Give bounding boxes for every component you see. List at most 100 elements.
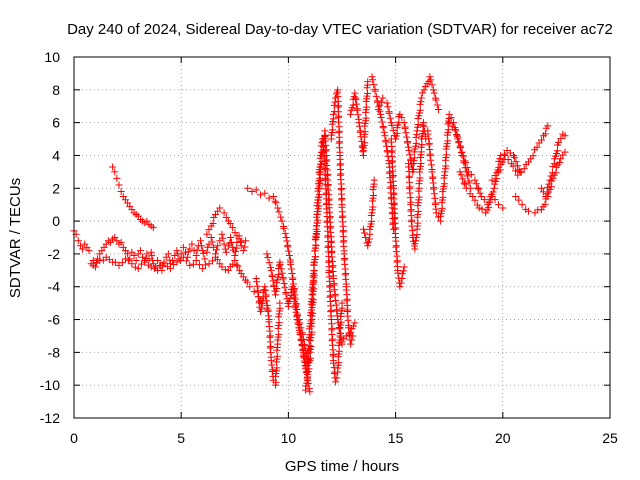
data-point bbox=[467, 171, 475, 179]
data-point bbox=[148, 252, 156, 260]
data-point bbox=[203, 248, 211, 256]
data-point bbox=[284, 243, 292, 251]
data-point bbox=[372, 92, 380, 100]
data-point bbox=[485, 204, 493, 212]
data-point bbox=[432, 209, 440, 217]
data-point bbox=[443, 151, 451, 159]
data-point bbox=[429, 179, 437, 187]
data-point bbox=[330, 359, 338, 367]
data-point bbox=[313, 228, 321, 236]
data-point bbox=[289, 275, 297, 283]
data-point bbox=[277, 213, 285, 221]
data-point bbox=[376, 107, 384, 115]
data-point bbox=[454, 133, 462, 141]
data-point bbox=[472, 180, 480, 188]
data-point bbox=[333, 374, 341, 382]
data-point bbox=[128, 260, 136, 268]
data-point bbox=[154, 266, 162, 274]
data-point bbox=[426, 73, 434, 81]
data-point bbox=[79, 245, 87, 253]
data-point bbox=[219, 234, 227, 242]
data-point bbox=[137, 260, 145, 268]
data-point bbox=[111, 168, 119, 176]
data-point bbox=[89, 261, 97, 269]
data-point bbox=[295, 316, 303, 324]
data-point bbox=[335, 102, 343, 110]
data-point bbox=[274, 204, 282, 212]
data-point bbox=[115, 181, 123, 189]
data-point bbox=[235, 235, 243, 243]
data-point bbox=[340, 250, 348, 258]
data-point bbox=[334, 316, 342, 324]
data-point bbox=[173, 258, 181, 266]
data-point bbox=[362, 234, 370, 241]
data-point bbox=[124, 250, 132, 258]
data-point bbox=[209, 220, 217, 228]
data-point bbox=[561, 148, 569, 156]
data-point bbox=[147, 248, 155, 256]
data-point bbox=[405, 146, 413, 154]
data-point bbox=[329, 275, 337, 283]
data-point bbox=[493, 175, 501, 183]
data-point bbox=[341, 260, 349, 268]
data-point bbox=[545, 180, 553, 188]
data-point bbox=[381, 132, 389, 140]
data-point bbox=[149, 224, 157, 232]
data-point bbox=[236, 238, 244, 246]
data-point bbox=[118, 259, 126, 267]
data-point bbox=[164, 250, 172, 258]
data-point bbox=[275, 270, 283, 278]
y-axis-label: SDTVAR / TECUs bbox=[7, 178, 24, 298]
data-point bbox=[304, 376, 312, 384]
data-point bbox=[109, 163, 117, 171]
data-point bbox=[347, 110, 355, 118]
x-tick-label: 15 bbox=[388, 430, 404, 446]
data-point bbox=[147, 263, 155, 271]
data-point bbox=[397, 279, 405, 287]
data-point bbox=[370, 176, 378, 184]
data-point bbox=[518, 201, 526, 209]
data-point bbox=[392, 237, 400, 245]
data-point bbox=[241, 243, 249, 251]
data-point bbox=[213, 256, 221, 264]
data-point bbox=[398, 114, 406, 122]
data-point bbox=[248, 188, 256, 196]
data-point bbox=[461, 180, 469, 188]
data-point bbox=[283, 237, 291, 245]
data-point bbox=[376, 101, 384, 109]
data-point bbox=[220, 209, 228, 217]
data-point bbox=[400, 263, 408, 271]
data-point bbox=[265, 194, 273, 202]
y-tick-label: 10 bbox=[44, 49, 60, 65]
y-tick-label: -6 bbox=[48, 312, 61, 328]
data-point bbox=[428, 81, 436, 89]
data-point bbox=[403, 133, 411, 141]
data-point bbox=[113, 174, 121, 182]
data-point bbox=[471, 196, 479, 204]
data-point bbox=[480, 196, 488, 204]
data-point bbox=[496, 166, 504, 174]
data-point bbox=[344, 324, 352, 332]
data-point bbox=[331, 98, 339, 106]
data-point bbox=[352, 100, 360, 108]
y-tick-label: -8 bbox=[48, 344, 61, 360]
data-point bbox=[347, 340, 355, 348]
data-point bbox=[448, 122, 456, 130]
data-point bbox=[265, 259, 273, 267]
data-point bbox=[457, 171, 465, 179]
data-point bbox=[538, 136, 546, 144]
data-point bbox=[338, 340, 346, 348]
data-point bbox=[445, 110, 453, 118]
data-point bbox=[432, 96, 440, 104]
data-point bbox=[179, 243, 187, 251]
data-point bbox=[411, 154, 419, 162]
data-point bbox=[141, 256, 149, 264]
data-point bbox=[121, 255, 129, 263]
data-point bbox=[408, 227, 416, 235]
data-point bbox=[561, 132, 569, 140]
data-point bbox=[463, 163, 471, 171]
data-point bbox=[547, 172, 555, 180]
data-point bbox=[287, 260, 295, 268]
data-point bbox=[188, 240, 196, 248]
data-point bbox=[460, 179, 468, 187]
